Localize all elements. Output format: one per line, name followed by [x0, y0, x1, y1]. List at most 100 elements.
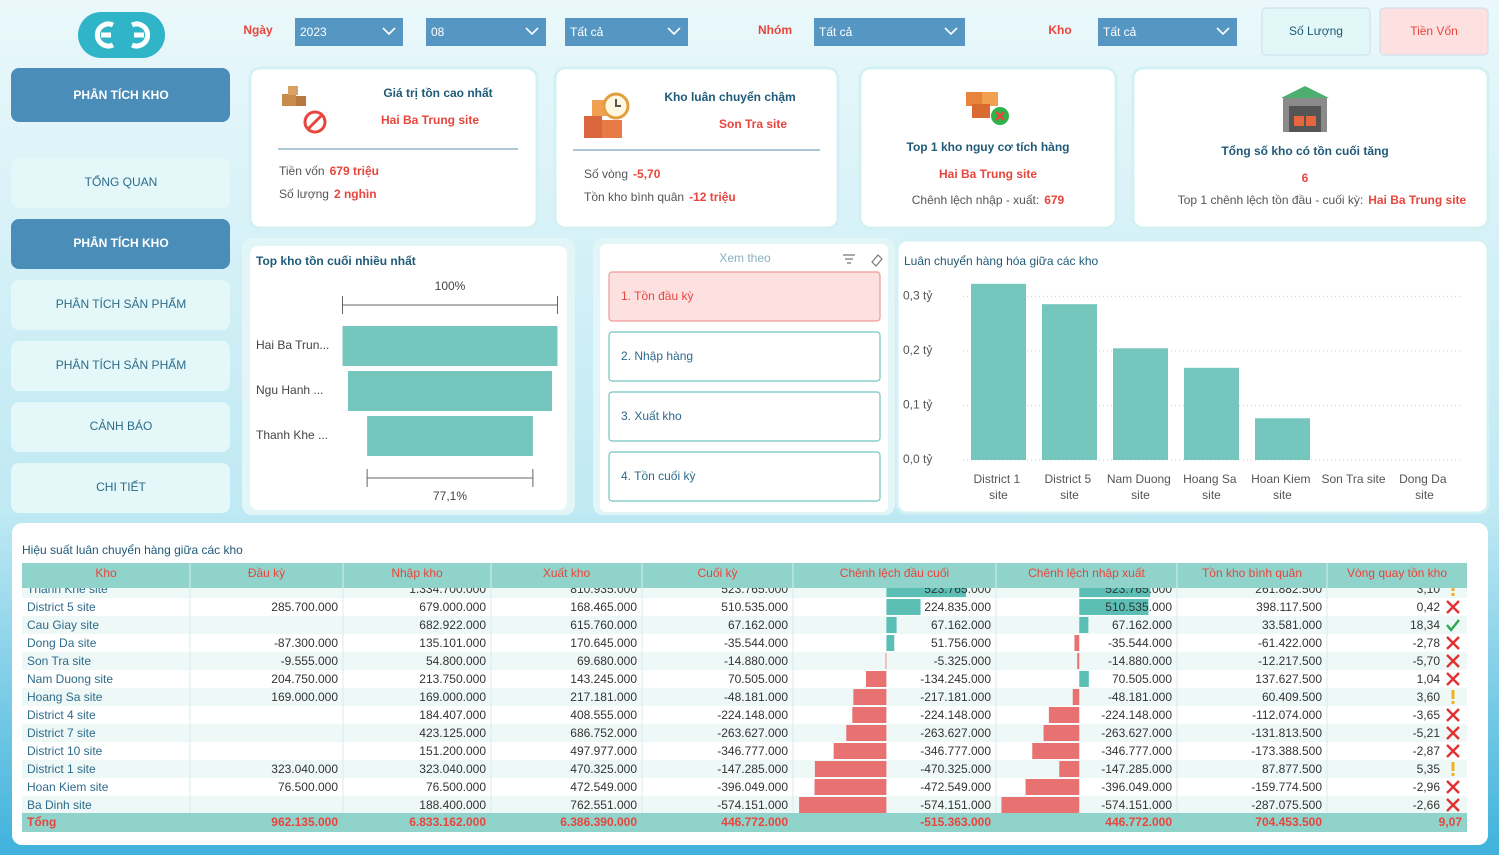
- filter-label: Ngày: [243, 23, 273, 37]
- table-cell: 5,35: [1417, 762, 1441, 776]
- filter-label: Kho: [1048, 23, 1071, 37]
- table-cell: 67.162.000: [728, 618, 788, 632]
- table-cell: 170.645.000: [570, 636, 637, 650]
- data-bar: [1025, 779, 1080, 795]
- status-icon: [1446, 654, 1460, 668]
- dropdown-arrow: [525, 27, 539, 36]
- table-cell: -134.245.000: [920, 672, 991, 686]
- nav-button-label: TỔNG QUAN: [85, 174, 158, 189]
- table-cell: -159.774.500: [1251, 780, 1322, 794]
- data-bar: [1079, 671, 1089, 687]
- table-cell: 204.750.000: [271, 672, 338, 686]
- table-total-cell: 6.833.162.000: [409, 815, 486, 829]
- table-row-bg: [22, 706, 1467, 724]
- table-cell: -2,87: [1413, 744, 1441, 758]
- nav-title: PHÂN TÍCH KHO: [73, 87, 168, 102]
- table-cell: 682.922.000: [419, 618, 486, 632]
- slicer-icons: [843, 254, 883, 267]
- table-cell: -224.148.000: [717, 708, 788, 722]
- data-bar: [1032, 743, 1080, 759]
- x-tick-label: District 5 site: [1044, 472, 1094, 502]
- table-cell: 470.325.000: [570, 762, 637, 776]
- dropdown[interactable]: [814, 18, 965, 46]
- table-header-bg: [22, 563, 1467, 588]
- table-body: Thanh Khe site 1.334.700.000 810.935.000 52…: [22, 582, 1467, 813]
- dropdown[interactable]: [565, 18, 688, 46]
- kpi-card: [858, 66, 1118, 230]
- table-cell: District 1 site: [27, 762, 96, 776]
- table-cell: District 10 site: [27, 744, 103, 758]
- table-cell: -472.549.000: [920, 780, 991, 794]
- table-cell: 135.101.000: [419, 636, 486, 650]
- table-cell: -87.300.000: [274, 636, 338, 650]
- data-bar: [1079, 617, 1089, 633]
- status-icon: [1446, 708, 1460, 722]
- table-cell: 523.765.000: [924, 582, 991, 596]
- table-cell: 54.800.000: [426, 654, 486, 668]
- dropdown[interactable]: [1098, 18, 1237, 46]
- table-total-cell: Tổng: [27, 815, 56, 829]
- table-cell: -2,96: [1413, 780, 1441, 794]
- kpi-line-label: Top 1 chênh lệch tồn đầu - cuối kỳ:: [1178, 193, 1363, 207]
- kpi-line-value: Hai Ba Trung site: [1368, 193, 1466, 207]
- status-icon: [1446, 636, 1460, 650]
- dropdown-value: Tất cả: [570, 25, 604, 39]
- table-cell: -35.544.000: [1108, 636, 1172, 650]
- table-cell: 3,60: [1417, 690, 1441, 704]
- y-tick-label: 0,3 tỷ: [903, 289, 932, 303]
- slicer-item[interactable]: [608, 271, 881, 322]
- table-cell: 76.500.000: [426, 780, 486, 794]
- nav-button-label: PHÂN TÍCH SẢN PHẨM: [56, 357, 186, 372]
- toggle-button[interactable]: [1379, 7, 1489, 56]
- y-tick-label: 0,0 tỷ: [903, 452, 932, 466]
- slicer-item[interactable]: [608, 451, 881, 502]
- funnel-value-label: 77,1%: [433, 489, 467, 503]
- nav-button[interactable]: [11, 219, 230, 269]
- kpi-icon: [966, 92, 1009, 125]
- data-bar: [1079, 588, 1151, 597]
- table-cell: Thanh Khe site: [27, 582, 108, 596]
- bar: [971, 283, 1026, 460]
- nav-button[interactable]: [11, 402, 230, 452]
- table-cell: 523.765.000: [1105, 582, 1172, 596]
- table-row-bg: [22, 760, 1467, 778]
- data-bar: [1077, 653, 1080, 669]
- toggle-button[interactable]: [1261, 7, 1371, 56]
- table-cell: 70.505.000: [728, 672, 788, 686]
- nav-button[interactable]: [11, 341, 230, 391]
- table-total-cell: -515.363.000: [920, 815, 991, 829]
- dropdown-arrow: [667, 27, 681, 36]
- table-cell: 285.700.000: [271, 600, 338, 614]
- dropdown[interactable]: [295, 18, 403, 46]
- table-cell: 143.245.000: [570, 672, 637, 686]
- slicer-item[interactable]: [608, 331, 881, 382]
- funnel-value-label: 100%: [435, 279, 466, 293]
- table-cell: 67.162.000: [1112, 618, 1172, 632]
- table-cell: Ba Dinh site: [27, 798, 92, 812]
- data-bar: [852, 707, 887, 723]
- data-bar: [846, 725, 887, 741]
- table-cell: -574.151.000: [920, 798, 991, 812]
- table-cell: -263.627.000: [717, 726, 788, 740]
- table-cell: -5,21: [1413, 726, 1441, 740]
- funnel-bracket: [366, 469, 534, 487]
- table-cell: 224.835.000: [924, 600, 991, 614]
- kpi-value: Hai Ba Trung site: [939, 167, 1037, 181]
- filter-label: Nhóm: [758, 23, 792, 37]
- nav-button[interactable]: [11, 158, 230, 208]
- kpi-line-value: 2 nghìn: [334, 187, 377, 201]
- y-tick-label: 0,2 tỷ: [903, 343, 932, 357]
- nav-button[interactable]: [11, 463, 230, 513]
- kpi-value: Son Tra site: [719, 117, 787, 131]
- status-icon: [1446, 780, 1460, 794]
- slicer-item[interactable]: [608, 391, 881, 442]
- table-cell: 323.040.000: [271, 762, 338, 776]
- table-cell: 18,34: [1410, 618, 1440, 632]
- dropdown-arrow: [382, 27, 396, 36]
- bar: [1113, 348, 1168, 460]
- dropdown[interactable]: [426, 18, 546, 46]
- table-cell: -346.777.000: [717, 744, 788, 758]
- table-row-bg: [22, 688, 1467, 706]
- nav-button[interactable]: [11, 280, 230, 330]
- table-cell: -346.777.000: [1101, 744, 1172, 758]
